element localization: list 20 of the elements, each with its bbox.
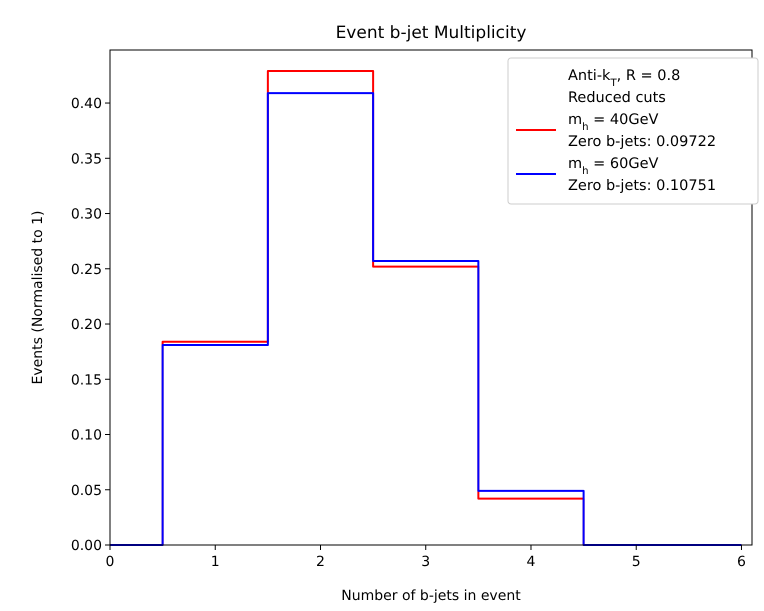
x-axis-title: Number of b-jets in event (341, 588, 522, 604)
y-tick-label: 0.20 (70, 317, 102, 334)
x-tick-label: 0 (106, 554, 114, 570)
x-tick-label: 5 (632, 554, 641, 570)
x-tick-label: 3 (421, 554, 430, 570)
y-tick-label: 0.10 (70, 428, 102, 444)
legend-label: m$_{h}$ = 60GeV Zero b-jets: 0.10751 (568, 156, 716, 194)
y-axis-title: Events (Normalised to 1) (30, 210, 46, 384)
x-tick-label: 4 (526, 554, 536, 570)
y-tick-label: 0.40 (70, 96, 102, 112)
y-tick-label: 0.25 (70, 262, 102, 278)
x-tick-label: 6 (737, 554, 746, 570)
x-tick-label: 1 (210, 554, 220, 570)
y-tick-label: 0.00 (70, 538, 102, 554)
y-tick-label: 0.05 (70, 482, 102, 499)
chart-title: Event b-jet Multiplicity (336, 23, 526, 43)
y-tick-label: 0.30 (70, 206, 102, 223)
y-tick-label: 0.15 (70, 372, 102, 388)
x-tick-label: 2 (316, 554, 325, 570)
y-tick-label: 0.35 (70, 151, 102, 168)
